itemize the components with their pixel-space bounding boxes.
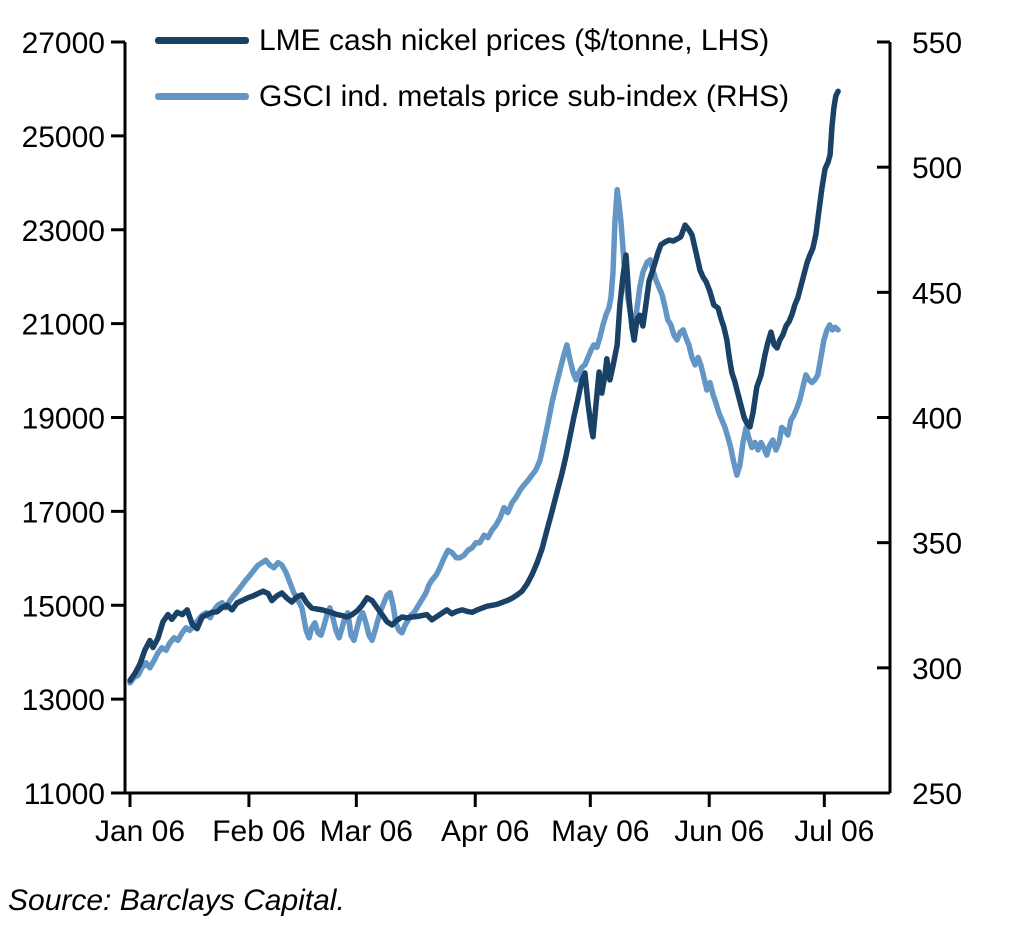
left-axis-tick-label: 13000: [22, 684, 105, 717]
x-axis-tick-label: Jun 06: [674, 815, 764, 848]
x-axis-tick-label: Jan 06: [95, 815, 185, 848]
left-axis-tick-label: 27000: [22, 27, 105, 60]
legend-label-lme-nickel: LME cash nickel prices ($/tonne, LHS): [259, 24, 770, 57]
series-line-lme-nickel: [127, 88, 841, 684]
right-axis-tick-label: 350: [912, 528, 962, 561]
legend-item-gsci-index: GSCI ind. metals price sub-index (RHS): [155, 80, 789, 113]
right-axis-tick-label: 550: [912, 27, 962, 60]
x-axis-tick-label: Mar 06: [320, 815, 413, 848]
right-axis-tick-label: 400: [912, 403, 962, 436]
legend-label-gsci-index: GSCI ind. metals price sub-index (RHS): [259, 80, 790, 113]
x-axis-tick-label: Jul 06: [794, 815, 874, 848]
series-line-gsci-index: [127, 186, 841, 686]
legend-swatch-gsci-index: [155, 93, 249, 100]
right-axis-tick-label: 300: [912, 653, 962, 686]
right-axis-tick-label: 450: [912, 277, 962, 310]
source-note: Source: Barclays Capital.: [8, 884, 345, 917]
left-axis-tick-label: 25000: [22, 121, 105, 154]
x-axis-tick-label: May 06: [551, 815, 649, 848]
legend-swatch-lme-nickel: [155, 37, 249, 44]
right-axis-tick-label: 250: [912, 778, 962, 811]
left-axis-tick-label: 23000: [22, 215, 105, 248]
left-axis-tick-label: 17000: [22, 496, 105, 529]
x-axis-tick-label: Feb 06: [212, 815, 305, 848]
left-axis-tick-label: 21000: [22, 309, 105, 342]
legend-item-lme-nickel: LME cash nickel prices ($/tonne, LHS): [155, 24, 789, 57]
left-axis-tick-label: 11000: [24, 778, 105, 811]
left-axis-tick-label: 19000: [22, 403, 105, 436]
chart-legend: LME cash nickel prices ($/tonne, LHS) GS…: [155, 24, 789, 113]
x-axis-tick-label: Apr 06: [441, 815, 529, 848]
right-axis-tick-label: 500: [912, 152, 962, 185]
left-axis-tick-label: 15000: [22, 590, 105, 623]
